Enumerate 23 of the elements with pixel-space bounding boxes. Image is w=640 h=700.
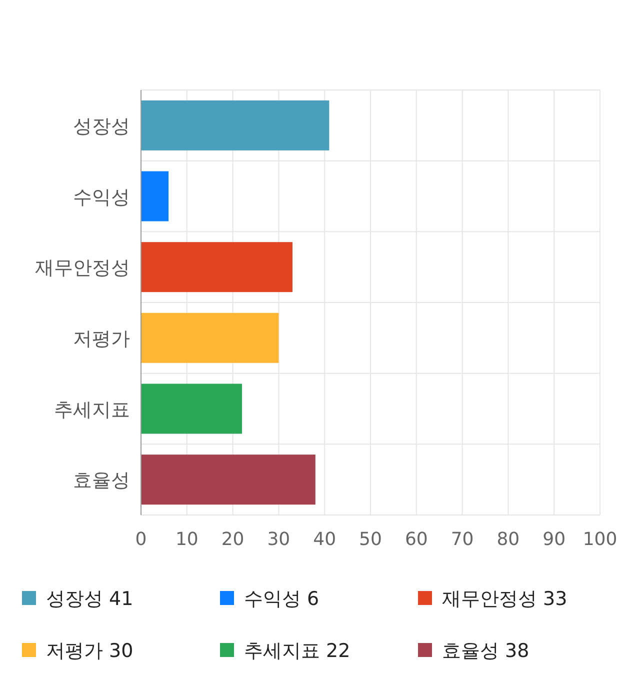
x-tick-label: 100 [582,529,618,550]
legend-label: 효율성 38 [442,640,530,662]
y-tick-label: 추세지표 [54,398,130,421]
y-tick-label: 효율성 [73,470,130,492]
legend-label: 저평가 30 [46,640,134,662]
x-tick-label: 60 [404,529,428,550]
x-tick-label: 30 [267,529,290,550]
legend-label: 수익성 6 [244,588,320,610]
x-tick-label: 0 [135,529,147,550]
legend-label: 추세지표 22 [244,640,350,662]
y-tick-label: 수익성 [73,186,130,208]
x-tick-label: 40 [313,529,336,550]
legend-label: 재무안정성 33 [442,588,568,610]
x-tick-label: 20 [221,529,244,550]
x-tick-label: 50 [359,529,382,550]
y-tick-label: 저평가 [73,328,130,350]
x-tick-label: 90 [542,529,566,550]
y-tick-label: 성장성 [73,115,130,138]
x-tick-label: 80 [496,529,520,550]
legend-label: 성장성 41 [46,588,134,610]
x-tick-label: 70 [450,529,474,550]
x-tick-label: 10 [175,529,198,550]
y-tick-label: 재무안정성 [35,257,130,280]
